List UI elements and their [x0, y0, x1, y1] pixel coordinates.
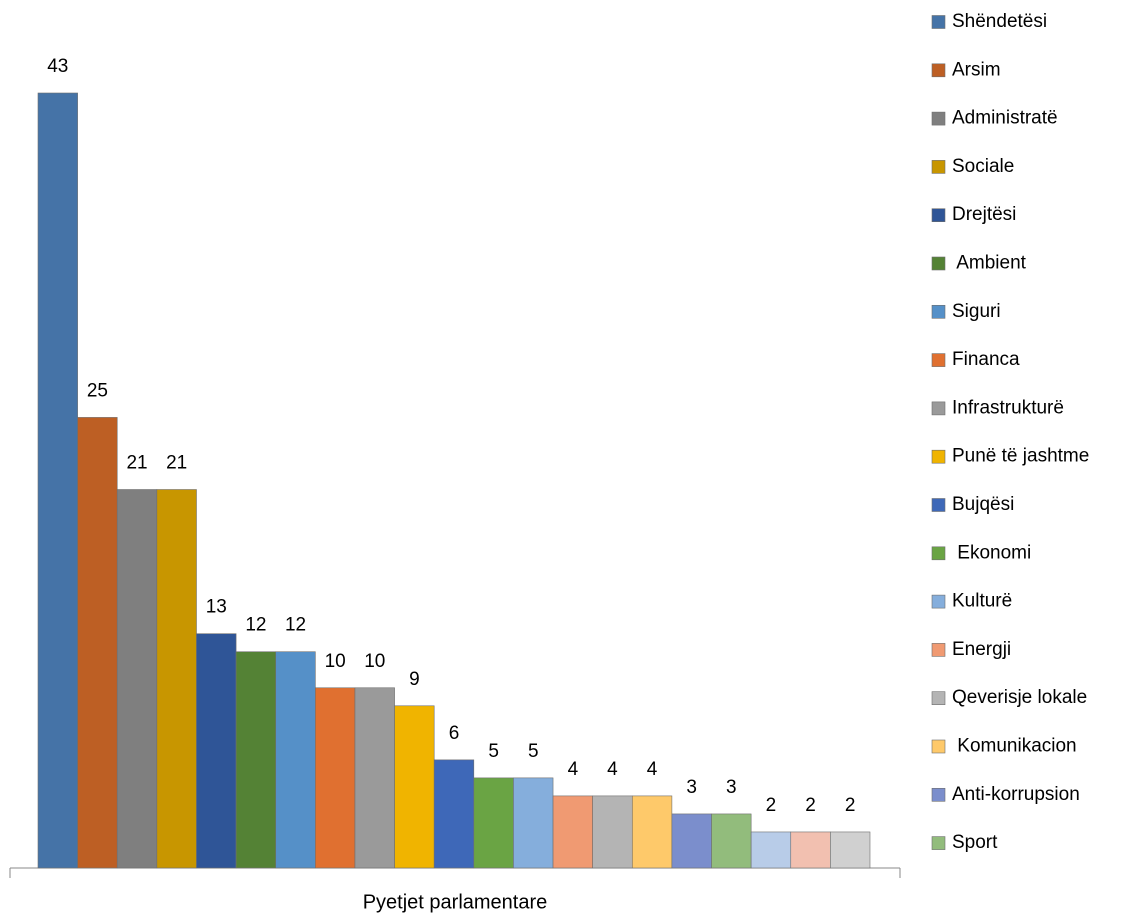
data-label: 6: [449, 723, 460, 744]
data-label: 12: [245, 615, 266, 636]
bar: [116, 489, 158, 869]
legend-label: Infrastrukturë: [952, 397, 1064, 418]
legend-label: Sport: [952, 832, 998, 853]
data-label: 4: [568, 759, 579, 780]
legend-swatch: [931, 304, 946, 319]
data-label: 4: [647, 759, 658, 780]
legend-swatch: [931, 643, 946, 657]
legend-label: Arsim: [952, 59, 1001, 80]
data-label: 9: [409, 669, 420, 690]
data-label: 2: [845, 795, 856, 816]
bar: [37, 92, 78, 869]
legend-swatch: [931, 15, 946, 29]
legend-label: Energji: [952, 639, 1011, 660]
bar: [235, 651, 277, 869]
bar: [433, 759, 475, 869]
bar: [513, 777, 554, 869]
bar: [552, 795, 593, 869]
legend-swatch: [931, 836, 946, 850]
legend-label: Anti-korrupsion: [952, 784, 1080, 805]
legend-label: Drejtësi: [952, 204, 1016, 225]
data-label: 2: [766, 795, 777, 816]
bar: [750, 831, 792, 869]
legend-swatch: [931, 691, 946, 706]
legend-label: Administratë: [952, 108, 1058, 129]
legend-swatch: [931, 63, 946, 78]
bar: [473, 777, 514, 869]
data-label: 10: [325, 651, 346, 672]
data-label: 2: [805, 795, 816, 816]
bar: [711, 813, 752, 869]
bar: [790, 831, 831, 869]
legend-swatch: [931, 449, 946, 464]
legend-label: Financa: [952, 349, 1020, 370]
legend-label: Siguri: [952, 301, 1001, 322]
bar: [394, 705, 435, 869]
data-label: 3: [726, 777, 737, 798]
legend-swatch: [931, 401, 946, 416]
data-label: 43: [47, 56, 68, 77]
bar: [592, 795, 633, 869]
legend-label: Qeverisje lokale: [952, 687, 1087, 708]
legend-swatch: [931, 353, 946, 367]
legend-swatch: [931, 208, 946, 222]
legend-swatch: [931, 739, 946, 754]
data-label: 25: [87, 380, 108, 401]
legend-label: Punë të jashtme: [952, 446, 1089, 467]
data-label: 3: [686, 777, 697, 798]
category-label: Pyetjet parlamentare: [363, 891, 548, 913]
legend-swatch: [931, 546, 946, 561]
data-label: 4: [607, 759, 618, 780]
bar: [830, 831, 871, 869]
bar: [631, 795, 673, 869]
data-label: 10: [364, 651, 385, 672]
bar: [77, 417, 118, 869]
legend-label: Komunikacion: [952, 736, 1077, 757]
bar: [196, 633, 237, 869]
bar: [275, 651, 316, 869]
legend-swatch: [931, 256, 946, 271]
data-label: 21: [126, 453, 147, 474]
legend-swatch: [931, 787, 946, 802]
data-label: 5: [528, 741, 539, 762]
legend-label: Kulturë: [952, 591, 1012, 612]
bar: [156, 489, 197, 869]
legend-label: Ambient: [952, 253, 1027, 274]
legend-swatch: [931, 111, 946, 126]
data-label: 5: [488, 741, 499, 762]
legend-swatch: [931, 498, 946, 512]
bar: [354, 687, 395, 869]
legend-swatch: [931, 160, 946, 174]
legend-label: Ekonomi: [952, 542, 1031, 563]
legend-label: Sociale: [952, 156, 1014, 177]
data-label: 21: [166, 453, 187, 474]
bar: [315, 687, 356, 869]
data-label: 12: [285, 615, 306, 636]
bar: [671, 813, 712, 869]
legend-label: Shëndetësi: [952, 11, 1047, 32]
data-label: 13: [206, 597, 227, 618]
legend-label: Bujqësi: [952, 494, 1014, 515]
legend-swatch: [931, 594, 946, 609]
